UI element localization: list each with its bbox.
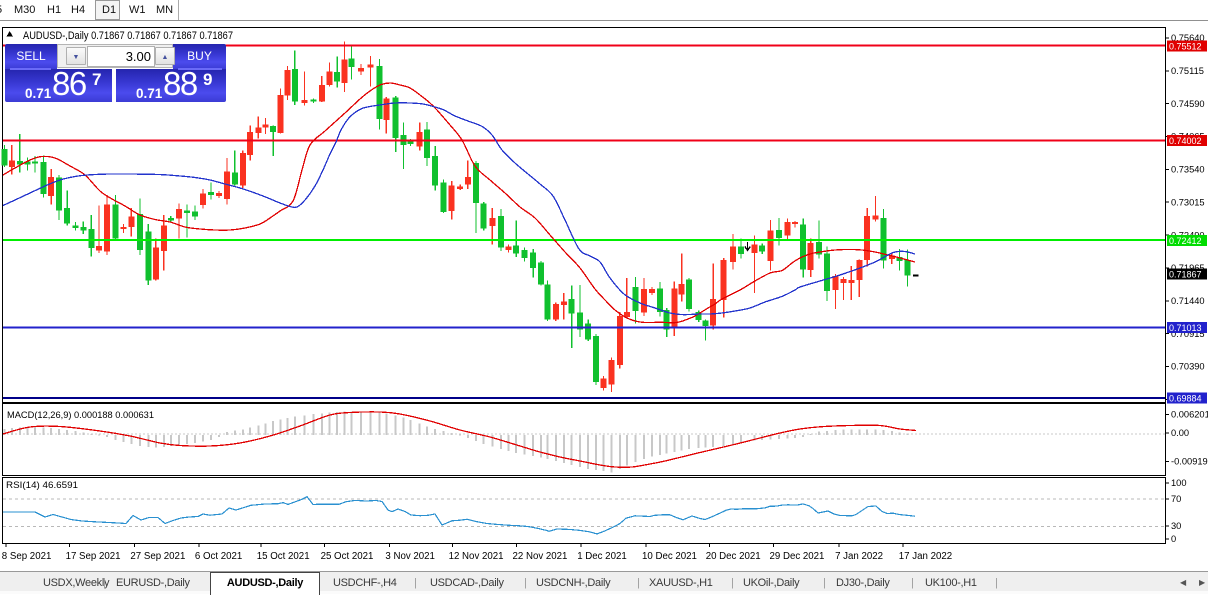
svg-text:6 Oct 2021: 6 Oct 2021 — [195, 551, 242, 562]
svg-text:20 Dec 2021: 20 Dec 2021 — [706, 551, 761, 562]
svg-text:1 Dec 2021: 1 Dec 2021 — [577, 551, 627, 562]
svg-text:-0.009197: -0.009197 — [1171, 457, 1208, 467]
svg-text:100: 100 — [1171, 478, 1187, 488]
svg-text:0.73015: 0.73015 — [1171, 197, 1205, 207]
svg-text:70: 70 — [1171, 494, 1181, 504]
svg-text:17 Jan 2022: 17 Jan 2022 — [899, 551, 952, 562]
svg-text:29 Dec 2021: 29 Dec 2021 — [770, 551, 825, 562]
svg-text:30: 30 — [1171, 521, 1181, 531]
svg-text:0.006201: 0.006201 — [1171, 410, 1208, 420]
svg-text:8 Sep 2021: 8 Sep 2021 — [2, 551, 52, 562]
svg-text:0.75512: 0.75512 — [1169, 41, 1202, 51]
svg-text:25 Oct 2021: 25 Oct 2021 — [321, 551, 374, 562]
svg-text:0.74590: 0.74590 — [1171, 99, 1205, 109]
svg-text:RSI(14) 46.6591: RSI(14) 46.6591 — [6, 480, 78, 491]
svg-text:27 Sep 2021: 27 Sep 2021 — [130, 551, 185, 562]
svg-text:0.71965: 0.71965 — [1171, 263, 1205, 273]
svg-text:0.71867: 0.71867 — [1169, 269, 1202, 279]
svg-text:12 Nov 2021: 12 Nov 2021 — [449, 551, 504, 562]
svg-text:0.75640: 0.75640 — [1171, 33, 1205, 43]
svg-text:15 Oct 2021: 15 Oct 2021 — [257, 551, 310, 562]
svg-text:7 Jan 2022: 7 Jan 2022 — [835, 551, 883, 562]
svg-text:0.70915: 0.70915 — [1171, 329, 1205, 339]
svg-text:0.70390: 0.70390 — [1171, 362, 1205, 372]
svg-text:0.71440: 0.71440 — [1171, 296, 1205, 306]
svg-text:0.73540: 0.73540 — [1171, 165, 1205, 175]
svg-text:0.69884: 0.69884 — [1169, 394, 1202, 404]
svg-text:AUDUSD-,Daily 0.71867 0.71867: AUDUSD-,Daily 0.71867 0.71867 0.71867 0.… — [23, 30, 233, 42]
svg-text:17 Sep 2021: 17 Sep 2021 — [66, 551, 121, 562]
svg-text:0.00: 0.00 — [1171, 428, 1189, 438]
svg-text:0.72412: 0.72412 — [1169, 236, 1202, 246]
svg-text:0.71013: 0.71013 — [1169, 323, 1202, 333]
svg-text:3 Nov 2021: 3 Nov 2021 — [385, 551, 435, 562]
svg-text:22 Nov 2021: 22 Nov 2021 — [513, 551, 568, 562]
svg-text:MACD(12,26,9) 0.000188 0.00063: MACD(12,26,9) 0.000188 0.000631 — [7, 410, 154, 421]
svg-text:0.74002: 0.74002 — [1169, 136, 1202, 146]
svg-text:0.75115: 0.75115 — [1171, 66, 1204, 76]
svg-text:10 Dec 2021: 10 Dec 2021 — [642, 551, 697, 562]
svg-text:0: 0 — [1171, 534, 1176, 544]
